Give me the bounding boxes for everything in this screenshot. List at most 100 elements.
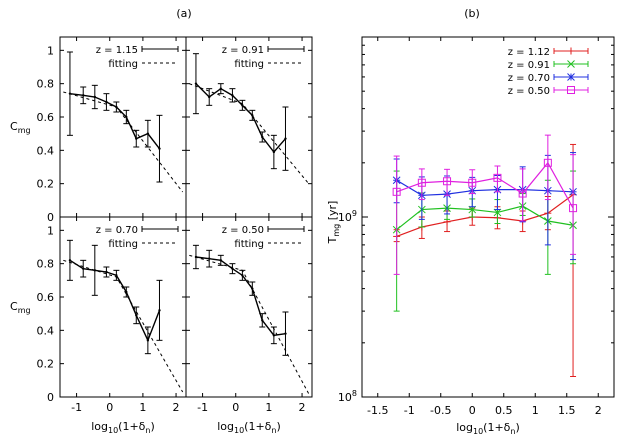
x-tick-label: -0.5 xyxy=(430,404,451,417)
square-marker xyxy=(518,189,527,198)
legend-fit-label: fitting xyxy=(108,239,138,250)
data-point xyxy=(241,274,244,277)
data-point xyxy=(68,92,72,95)
y-tick-label: 0.4 xyxy=(37,324,55,337)
data-point xyxy=(146,339,150,342)
fitting-curve xyxy=(189,254,310,394)
panel-b-caption: (b) xyxy=(464,7,480,20)
y-tick-label: 0 xyxy=(47,391,54,404)
data-point xyxy=(115,274,118,277)
x-axis-label-b: log10(1+δn) xyxy=(456,421,520,436)
series-square: z = 0.50 xyxy=(392,86,589,275)
data-point xyxy=(194,82,198,85)
data-point xyxy=(219,87,223,90)
fitting-curve xyxy=(189,83,310,184)
data-point xyxy=(158,309,161,312)
x-tick-label: -1 xyxy=(197,401,208,414)
x-tick-label: 0.5 xyxy=(495,404,513,417)
y-axis-label-bottom: Cmg xyxy=(10,300,31,315)
data-point xyxy=(208,257,211,260)
data-point xyxy=(251,287,254,290)
legend-label: z = 1.12 xyxy=(508,47,550,58)
x-axis-label-right: log10(1+δn) xyxy=(217,420,281,435)
data-point xyxy=(125,115,128,119)
y-tick-label: 0 xyxy=(47,211,54,224)
y-tick-label: 0.8 xyxy=(37,258,55,271)
series-line xyxy=(396,179,574,196)
data-point xyxy=(115,105,118,109)
data-point xyxy=(231,267,234,270)
legend-fit-label: fitting xyxy=(108,59,138,70)
y-tick-label: 109 xyxy=(338,209,357,224)
x-tick-label: 1 xyxy=(139,401,146,414)
fitting-curve xyxy=(63,259,184,393)
square-marker xyxy=(443,177,452,186)
y-tick-label: 108 xyxy=(338,389,357,404)
data-point xyxy=(208,95,211,99)
data-point xyxy=(261,135,264,139)
data-point xyxy=(158,147,161,150)
y-tick-label: 0.6 xyxy=(37,291,55,304)
data-point xyxy=(82,267,85,270)
panel-a-caption: (a) xyxy=(176,7,191,20)
data-point xyxy=(93,269,97,272)
subplot-2: z = 0.91 fitting xyxy=(185,36,313,218)
series-star: z = 0.70 xyxy=(392,73,589,261)
x-tick-label: 2 xyxy=(173,401,180,414)
y-tick-label: 0.2 xyxy=(37,178,55,191)
panel-b: -1.5 -1 -0.5 0 0.5 1 1.5 2 108 109 xyxy=(338,36,615,417)
data-point xyxy=(125,290,128,294)
legend-label: z = 0.50 xyxy=(508,86,550,97)
series-line xyxy=(396,194,574,237)
data-point xyxy=(284,137,287,140)
square-marker xyxy=(567,86,575,94)
legend-fit-label: fitting xyxy=(234,239,264,250)
data-point xyxy=(135,137,138,140)
data-point xyxy=(135,314,138,317)
x-tick-label: -1 xyxy=(404,404,415,417)
data-point xyxy=(261,319,264,322)
square-marker xyxy=(569,204,578,213)
y-axis-label-b: Tmg [yr] xyxy=(326,201,341,245)
fitting-curve xyxy=(63,91,184,193)
data-point xyxy=(272,334,276,337)
x-tick-label: -1.5 xyxy=(367,404,388,417)
data-point xyxy=(272,150,276,154)
y-axis-label-top: Cmg xyxy=(10,120,31,135)
subplot-1: 0 0.2 0.4 0.6 0.8 1 z = 1.15 fitting xyxy=(37,36,187,224)
square-marker xyxy=(392,187,401,196)
star-marker xyxy=(567,73,575,81)
x-tick-label: -1 xyxy=(71,401,82,414)
y-tick-label: 0.2 xyxy=(37,358,55,371)
data-line xyxy=(195,256,286,337)
x-tick-label: 1 xyxy=(532,404,539,417)
data-point xyxy=(105,100,108,104)
data-point xyxy=(82,94,85,97)
data-point xyxy=(105,270,108,274)
x-tick-label: 1 xyxy=(265,401,272,414)
data-point xyxy=(251,114,254,117)
legend-series-label: z = 0.50 xyxy=(222,225,264,236)
subplot-4: -1 0 1 2 z = 0.50 fitting xyxy=(185,216,313,414)
legend-series-label: z = 1.15 xyxy=(96,45,138,56)
square-marker xyxy=(417,178,426,187)
x-axis-label-left: log10(1+δn) xyxy=(91,420,155,435)
square-marker xyxy=(468,178,477,187)
series-cross: z = 0.91 xyxy=(392,60,589,312)
y-tick-label: 0.4 xyxy=(37,144,55,157)
legend-fit-label: fitting xyxy=(234,59,264,70)
x-tick-label: 0 xyxy=(469,404,476,417)
cross-marker xyxy=(493,208,502,217)
data-point xyxy=(284,332,287,335)
legend-series-label: z = 0.70 xyxy=(96,225,138,236)
y-tick-label: 1 xyxy=(47,44,54,57)
subplot-frame xyxy=(185,216,313,398)
y-tick-label: 1 xyxy=(47,224,54,237)
data-point xyxy=(231,94,234,97)
square-marker xyxy=(493,173,502,182)
y-tick-label: 0.8 xyxy=(37,78,55,91)
x-tick-label: 0 xyxy=(106,401,113,414)
series-line xyxy=(396,161,574,209)
x-tick-label: 0 xyxy=(232,401,239,414)
